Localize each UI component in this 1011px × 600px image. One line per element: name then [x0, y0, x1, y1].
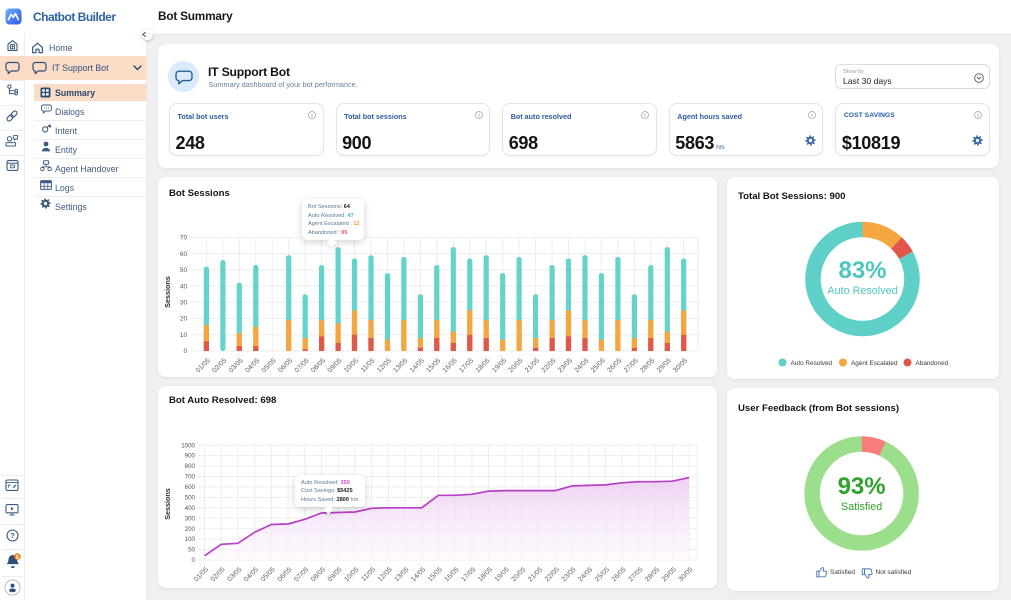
- svg-text:04/05: 04/05: [244, 357, 261, 374]
- svg-text:30/05: 30/05: [672, 357, 689, 374]
- svg-text:30/05: 30/05: [678, 566, 695, 583]
- svg-text:600: 600: [185, 484, 196, 491]
- svg-text:900: 900: [185, 453, 196, 460]
- svg-text:10/05: 10/05: [343, 566, 360, 583]
- svg-text:14/05: 14/05: [409, 357, 426, 374]
- svg-text:21/05: 21/05: [527, 566, 544, 583]
- svg-text:02/05: 02/05: [211, 357, 228, 374]
- svg-text:03/05: 03/05: [226, 566, 243, 583]
- svg-text:26/05: 26/05: [611, 566, 628, 583]
- svg-text:22/05: 22/05: [541, 357, 558, 374]
- svg-text:200: 200: [185, 526, 196, 533]
- svg-text:15/05: 15/05: [425, 357, 442, 374]
- svg-text:Sessions: Sessions: [163, 488, 172, 520]
- svg-text:29/05: 29/05: [661, 566, 678, 583]
- svg-text:83%: 83%: [838, 257, 886, 284]
- svg-text:1000: 1000: [181, 442, 195, 449]
- svg-text:20: 20: [180, 316, 188, 323]
- svg-text:12/05: 12/05: [377, 566, 394, 583]
- svg-text:15/05: 15/05: [427, 566, 444, 583]
- svg-text:20/05: 20/05: [508, 357, 525, 374]
- svg-text:14/05: 14/05: [410, 566, 427, 583]
- svg-text:29/05: 29/05: [656, 357, 673, 374]
- svg-text:Satisfied: Satisfied: [830, 569, 855, 576]
- svg-text:30: 30: [180, 300, 188, 307]
- svg-text:Agent Escalated: Agent Escalated: [851, 360, 898, 367]
- svg-text:09/05: 09/05: [327, 357, 344, 374]
- svg-text:11/05: 11/05: [360, 566, 377, 583]
- svg-text:Auto Resolved: Auto Resolved: [791, 360, 833, 367]
- svg-text:300: 300: [185, 515, 196, 522]
- svg-text:5: 5: [16, 555, 19, 561]
- svg-text:23/05: 23/05: [561, 566, 578, 583]
- svg-text:27/05: 27/05: [627, 566, 644, 583]
- svg-text:04/05: 04/05: [243, 566, 260, 583]
- svg-text:50: 50: [180, 267, 188, 274]
- svg-text:70: 70: [180, 235, 188, 242]
- svg-text:Auto Resolved: Auto Resolved: [827, 285, 897, 297]
- svg-text:17/05: 17/05: [460, 566, 477, 583]
- svg-text:800: 800: [185, 463, 196, 470]
- svg-text:700: 700: [185, 474, 196, 481]
- svg-text:100: 100: [185, 536, 196, 543]
- svg-text:01/05: 01/05: [193, 566, 210, 583]
- svg-text:0: 0: [192, 557, 196, 564]
- svg-text:25/05: 25/05: [590, 357, 607, 374]
- svg-text:60: 60: [180, 251, 188, 258]
- svg-text:07/05: 07/05: [293, 566, 310, 583]
- svg-text:03/05: 03/05: [228, 357, 245, 374]
- svg-text:400: 400: [185, 505, 196, 512]
- svg-text:13/05: 13/05: [392, 357, 409, 374]
- svg-text:05/05: 05/05: [261, 357, 278, 374]
- svg-text:19/05: 19/05: [491, 357, 508, 374]
- svg-text:13/05: 13/05: [393, 566, 410, 583]
- svg-text:24/05: 24/05: [577, 566, 594, 583]
- svg-text:50: 50: [188, 547, 195, 554]
- svg-text:28/05: 28/05: [639, 357, 656, 374]
- svg-text:18/05: 18/05: [477, 566, 494, 583]
- svg-text:10/05: 10/05: [343, 357, 360, 374]
- svg-text:27/05: 27/05: [623, 357, 640, 374]
- svg-text:24/05: 24/05: [573, 357, 590, 374]
- svg-text:10: 10: [180, 332, 188, 339]
- svg-text:28/05: 28/05: [644, 566, 661, 583]
- svg-text:Satisfied: Satisfied: [841, 501, 882, 513]
- svg-text:20/05: 20/05: [510, 566, 527, 583]
- svg-text:18/05: 18/05: [475, 357, 492, 374]
- svg-text:22/05: 22/05: [544, 566, 561, 583]
- svg-text:02/05: 02/05: [210, 566, 227, 583]
- svg-text:0: 0: [183, 348, 187, 355]
- svg-text:40: 40: [180, 283, 188, 290]
- svg-text:09/05: 09/05: [327, 566, 344, 583]
- svg-text:Not satisfied: Not satisfied: [876, 569, 912, 576]
- svg-text:11/05: 11/05: [360, 357, 377, 374]
- svg-text:08/05: 08/05: [310, 357, 327, 374]
- svg-text:06/05: 06/05: [277, 566, 294, 583]
- svg-text:07/05: 07/05: [294, 357, 311, 374]
- svg-text:Abandoned: Abandoned: [916, 360, 949, 367]
- svg-text:19/05: 19/05: [494, 566, 511, 583]
- svg-text:16/05: 16/05: [444, 566, 461, 583]
- svg-text:16/05: 16/05: [442, 357, 459, 374]
- svg-text:01/05: 01/05: [195, 357, 212, 374]
- svg-text:26/05: 26/05: [606, 357, 623, 374]
- svg-text:06/05: 06/05: [277, 357, 294, 374]
- svg-text:12/05: 12/05: [376, 357, 393, 374]
- svg-text:17/05: 17/05: [458, 357, 475, 374]
- svg-text:08/05: 08/05: [310, 566, 327, 583]
- svg-text:05/05: 05/05: [260, 566, 277, 583]
- svg-text:93%: 93%: [838, 473, 886, 500]
- svg-text:21/05: 21/05: [524, 357, 541, 374]
- svg-text:Sessions: Sessions: [163, 276, 172, 308]
- svg-text:25/05: 25/05: [594, 566, 611, 583]
- svg-text:23/05: 23/05: [557, 357, 574, 374]
- svg-text:500: 500: [185, 495, 196, 502]
- svg-text:?: ?: [10, 531, 15, 540]
